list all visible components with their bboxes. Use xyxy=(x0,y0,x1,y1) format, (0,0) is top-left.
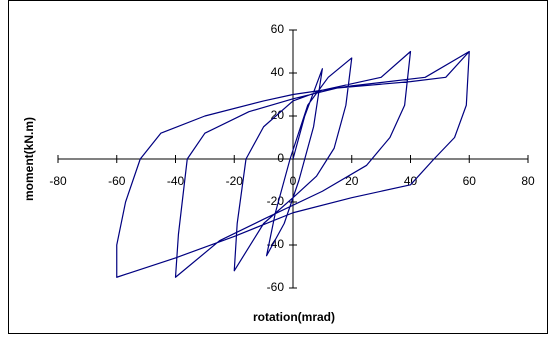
y-tick-label: 40 xyxy=(271,65,285,79)
y-axis-title: moment(kN.m) xyxy=(22,117,36,201)
x-tick-label: 40 xyxy=(404,174,418,188)
x-tick-label: -80 xyxy=(49,174,67,188)
x-tick-label: -60 xyxy=(108,174,126,188)
x-tick-label: -20 xyxy=(226,174,244,188)
y-tick-label: -20 xyxy=(267,194,285,208)
data-line xyxy=(116,50,470,278)
y-tick-label: -60 xyxy=(267,280,285,294)
x-tick-label: 80 xyxy=(521,174,535,188)
x-tick-label: -40 xyxy=(167,174,185,188)
x-tick-label: 20 xyxy=(345,174,359,188)
x-axis-title: rotation(mrad) xyxy=(253,310,335,324)
x-tick-label: 60 xyxy=(463,174,477,188)
chart-border xyxy=(8,0,548,334)
x-tick-label: 0 xyxy=(290,174,297,188)
y-tick-label: 0 xyxy=(277,151,284,165)
y-tick-label: 60 xyxy=(271,22,285,36)
